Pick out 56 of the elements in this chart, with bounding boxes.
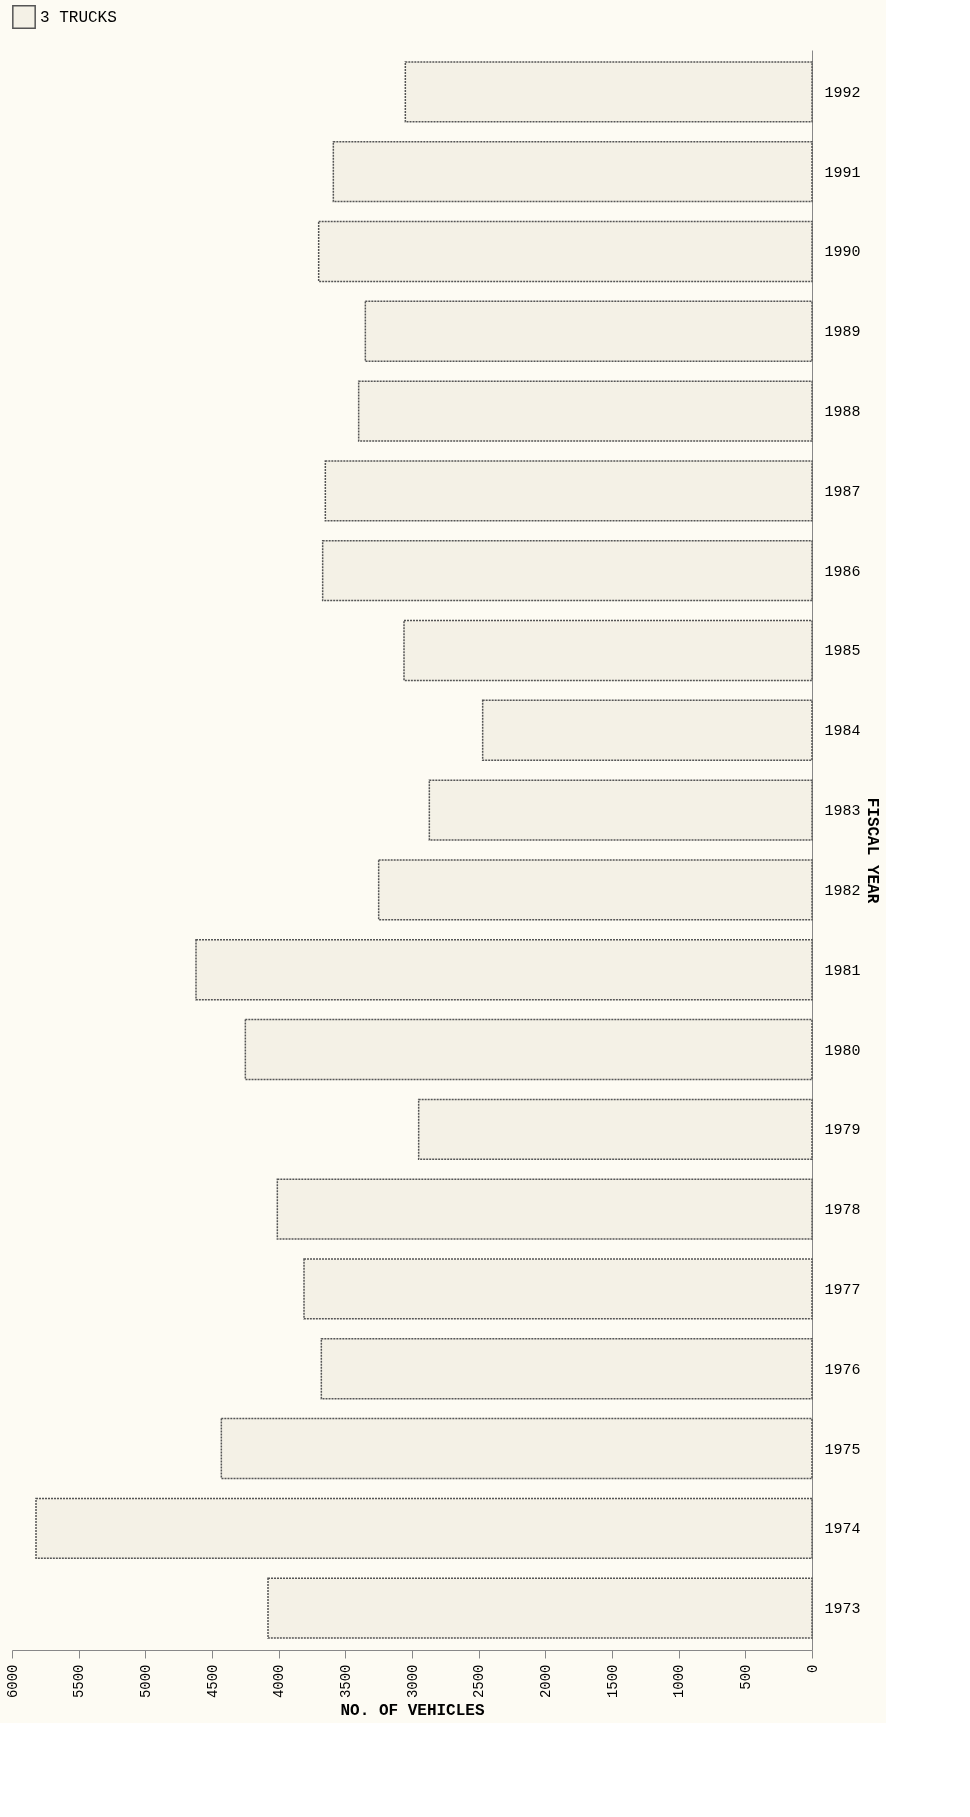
x-tick-label: 2000: [537, 1664, 554, 1699]
y-tick-label: 1984: [824, 723, 861, 741]
y-tick-label: 1986: [824, 563, 861, 581]
y-tick-label: 1978: [824, 1202, 861, 1220]
y-tick-label: 1987: [824, 483, 861, 501]
x-tick-label: 5500: [71, 1664, 88, 1699]
bar: [403, 619, 813, 682]
legend-label: 3 TRUCKS: [40, 9, 117, 27]
x-tick-label: 6000: [4, 1664, 21, 1699]
bar: [276, 1178, 813, 1240]
bar: [320, 1338, 813, 1400]
x-tick-label: 2500: [471, 1664, 488, 1699]
y-tick-label: 1992: [824, 84, 861, 102]
y-tick-label: 1980: [824, 1042, 861, 1060]
x-tick-label: 4500: [204, 1664, 221, 1699]
y-tick-label: 1990: [824, 244, 861, 262]
bar: [481, 699, 813, 761]
x-tick-label: 500: [737, 1664, 754, 1690]
bar: [220, 1417, 813, 1480]
bar: [195, 939, 813, 1001]
x-tick-label: 1500: [604, 1664, 621, 1699]
y-tick-label: 1983: [824, 803, 861, 821]
y-tick-label: 1979: [824, 1122, 861, 1140]
bar: [404, 61, 813, 123]
y-tick-label: 1991: [824, 164, 861, 182]
bar: [303, 1258, 813, 1320]
bar: [364, 300, 813, 362]
x-tick-label: 0: [804, 1664, 821, 1673]
x-tick-label: 4000: [271, 1664, 288, 1699]
y-tick-label: 1988: [824, 404, 861, 422]
bar: [317, 220, 813, 283]
y-tick-label: 1975: [824, 1441, 861, 1459]
y-axis-title: FISCAL YEAR: [862, 797, 881, 904]
y-tick-label: 1973: [824, 1601, 861, 1619]
y-tick-label: 1976: [824, 1361, 861, 1379]
y-tick-label: 1981: [824, 962, 861, 980]
bar: [244, 1018, 813, 1081]
x-tick-label: 3500: [337, 1664, 354, 1699]
x-axis-title: NO. OF VEHICLES: [340, 1702, 485, 1721]
bar: [428, 779, 813, 841]
y-tick-label: 1974: [824, 1521, 861, 1539]
y-tick-label: 1985: [824, 643, 861, 661]
bar: [417, 1098, 813, 1160]
x-tick-label: 3000: [404, 1664, 421, 1699]
bar: [357, 380, 813, 442]
x-tick-label: 5000: [137, 1664, 154, 1699]
bar: [267, 1577, 813, 1639]
bar: [377, 859, 813, 921]
y-tick-label: 1977: [824, 1281, 861, 1299]
bar: [324, 460, 813, 522]
bar: [321, 540, 813, 602]
y-tick-label: 1989: [824, 324, 861, 342]
x-tick-label: 1000: [671, 1664, 688, 1699]
y-tick-label: 1982: [824, 882, 861, 900]
bar: [332, 141, 813, 203]
bar: [35, 1497, 813, 1559]
